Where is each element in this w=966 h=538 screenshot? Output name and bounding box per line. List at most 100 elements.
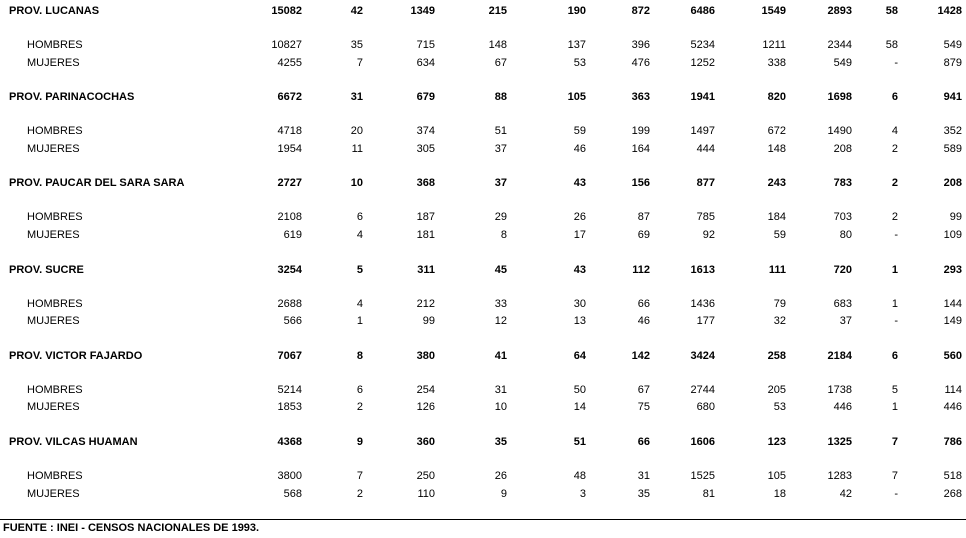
cell-value: 2108 xyxy=(277,211,302,223)
cell-value: 177 xyxy=(696,315,715,327)
cell-value: 35 xyxy=(494,436,507,448)
sex-row: MUJERES 619 4 181 8 17 69 92 59 80 - 109 xyxy=(0,229,966,243)
cell-value: - xyxy=(894,315,898,327)
cell-value: 7 xyxy=(356,57,363,69)
cell-value: 208 xyxy=(833,143,852,155)
cell-value: 59 xyxy=(573,125,586,137)
cell-value: 50 xyxy=(573,384,586,396)
cell-value: 446 xyxy=(833,401,852,413)
cell-value: 48 xyxy=(573,470,586,482)
cell-value: 66 xyxy=(637,298,650,310)
cell-value: 6 xyxy=(891,350,898,362)
cell-value: 99 xyxy=(422,315,435,327)
cell-value: - xyxy=(894,229,898,241)
cell-value: 6672 xyxy=(277,91,302,103)
cell-value: 190 xyxy=(567,5,586,17)
sex-row-label: HOMBRES xyxy=(27,39,83,51)
cell-value: 51 xyxy=(494,125,507,137)
cell-value: 941 xyxy=(943,91,962,103)
cell-value: 181 xyxy=(416,229,435,241)
sex-row: HOMBRES 2688 4 212 33 30 66 1436 79 683 1 144 xyxy=(0,298,966,312)
cell-value: 1 xyxy=(891,264,898,276)
sex-row: HOMBRES 2108 6 187 29 26 87 785 184 703 2 99 xyxy=(0,211,966,225)
cell-value: 786 xyxy=(943,436,962,448)
sex-row-label: MUJERES xyxy=(27,315,80,327)
cell-value: 1283 xyxy=(827,470,852,482)
cell-value: 30 xyxy=(573,298,586,310)
cell-value: 293 xyxy=(943,264,962,276)
cell-value: 589 xyxy=(943,143,962,155)
cell-value: 9 xyxy=(500,488,507,500)
cell-value: 156 xyxy=(631,177,650,189)
cell-value: 6 xyxy=(891,91,898,103)
cell-value: 123 xyxy=(767,436,786,448)
cell-value: 2344 xyxy=(827,39,852,51)
sex-row-label: HOMBRES xyxy=(27,470,83,482)
cell-value: 549 xyxy=(833,57,852,69)
cell-value: 1954 xyxy=(277,143,302,155)
cell-value: 1 xyxy=(891,401,898,413)
cell-value: 8 xyxy=(500,229,507,241)
cell-value: 15082 xyxy=(271,5,302,17)
cell-value: 1698 xyxy=(827,91,852,103)
cell-value: 2184 xyxy=(827,350,852,362)
cell-value: 820 xyxy=(767,91,786,103)
province-row-label: PROV. VICTOR FAJARDO xyxy=(9,350,143,362)
cell-value: 1497 xyxy=(690,125,715,137)
cell-value: 2 xyxy=(891,211,898,223)
province-row-label: PROV. LUCANAS xyxy=(9,5,100,17)
province-row-label: PROV. PARINACOCHAS xyxy=(9,91,135,103)
cell-value: 7 xyxy=(356,470,363,482)
cell-value: 4718 xyxy=(277,125,302,137)
cell-value: 205 xyxy=(767,384,786,396)
cell-value: 12 xyxy=(494,315,507,327)
cell-value: 7 xyxy=(891,436,898,448)
cell-value: 31 xyxy=(637,470,650,482)
cell-value: 37 xyxy=(494,177,507,189)
cell-value: 87 xyxy=(637,211,650,223)
cell-value: 1941 xyxy=(690,91,715,103)
cell-value: 212 xyxy=(416,298,435,310)
sex-row-label: HOMBRES xyxy=(27,211,83,223)
sex-row: MUJERES 1954 11 305 37 46 164 444 148 208 2 589 xyxy=(0,143,966,157)
cell-value: 2 xyxy=(356,488,363,500)
cell-value: 305 xyxy=(416,143,435,155)
cell-value: 703 xyxy=(833,211,852,223)
cell-value: 35 xyxy=(350,39,363,51)
cell-value: 10827 xyxy=(271,39,302,51)
cell-value: 37 xyxy=(494,143,507,155)
sex-row-label: HOMBRES xyxy=(27,125,83,137)
cell-value: 53 xyxy=(573,57,586,69)
cell-value: 164 xyxy=(631,143,650,155)
cell-value: 35 xyxy=(637,488,650,500)
cell-value: 672 xyxy=(767,125,786,137)
province-row: PROV. VICTOR FAJARDO 7067 8 380 41 64 142 3424 2… xyxy=(0,350,966,364)
cell-value: 59 xyxy=(773,229,786,241)
cell-value: 311 xyxy=(417,264,435,276)
cell-value: 1211 xyxy=(762,39,786,51)
cell-value: 2744 xyxy=(690,384,715,396)
cell-value: 111 xyxy=(768,264,786,276)
cell-value: 4368 xyxy=(277,436,302,448)
cell-value: 149 xyxy=(943,315,962,327)
cell-value: 41 xyxy=(494,350,507,362)
cell-value: 476 xyxy=(631,57,650,69)
cell-value: 51 xyxy=(573,436,586,448)
cell-value: 126 xyxy=(416,401,435,413)
cell-value: 18 xyxy=(773,488,786,500)
cell-value: 142 xyxy=(631,350,650,362)
cell-value: 1549 xyxy=(761,5,786,17)
cell-value: 7067 xyxy=(277,350,302,362)
cell-value: 6 xyxy=(356,211,363,223)
cell-value: 5 xyxy=(356,264,363,276)
cell-value: - xyxy=(894,57,898,69)
cell-value: 5234 xyxy=(690,39,715,51)
sex-row-label: MUJERES xyxy=(27,488,80,500)
cell-value: - xyxy=(894,488,898,500)
cell-value: 10 xyxy=(494,401,507,413)
sex-row: MUJERES 566 1 99 12 13 46 177 32 37 - 149 xyxy=(0,315,966,329)
sex-row-label: MUJERES xyxy=(27,143,80,155)
sex-row: HOMBRES 3800 7 250 26 48 31 1525 105 1283 7 518 xyxy=(0,470,966,484)
cell-value: 566 xyxy=(283,315,302,327)
sex-row-label: HOMBRES xyxy=(27,384,83,396)
